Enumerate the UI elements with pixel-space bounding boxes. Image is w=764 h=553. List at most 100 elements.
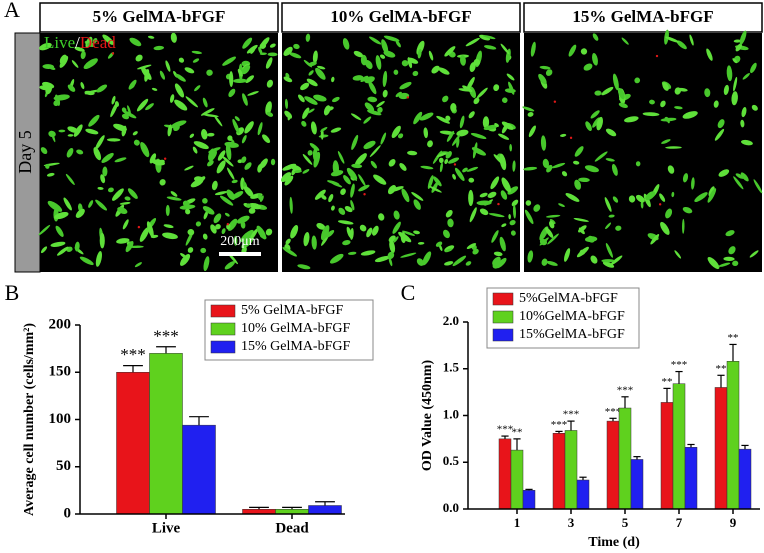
cell — [472, 248, 479, 255]
cell — [725, 230, 735, 237]
cell — [331, 182, 343, 188]
cell — [504, 88, 516, 93]
cell — [224, 261, 235, 270]
cell — [47, 200, 63, 212]
cell — [608, 214, 615, 218]
error-bar — [579, 476, 587, 481]
cell — [149, 153, 157, 164]
cell — [283, 76, 293, 83]
cell — [151, 159, 165, 166]
y-tick-label: 0.5 — [443, 453, 460, 468]
cell — [96, 84, 108, 93]
significance: *** — [551, 419, 568, 431]
dead-cell — [553, 100, 557, 103]
cell — [75, 208, 85, 218]
cell — [305, 33, 311, 42]
cell — [468, 111, 475, 119]
cell — [574, 146, 584, 157]
y-tick-label: 1.5 — [443, 360, 460, 375]
cell — [293, 43, 300, 50]
cell — [178, 57, 185, 63]
cell — [121, 113, 130, 120]
cell — [617, 87, 625, 100]
cell — [483, 124, 498, 131]
cell — [733, 176, 744, 190]
cell — [442, 95, 449, 103]
cell — [151, 87, 158, 91]
dead-cell — [453, 163, 457, 166]
cell — [194, 176, 204, 183]
cell — [141, 66, 152, 80]
cell — [364, 59, 373, 70]
cell — [465, 261, 472, 266]
cell — [714, 128, 725, 141]
cell — [662, 82, 669, 91]
cell — [233, 235, 238, 246]
cell — [444, 46, 456, 57]
cell — [153, 45, 165, 51]
cell — [479, 192, 488, 198]
cell — [400, 252, 417, 258]
cell — [431, 65, 440, 74]
cell — [383, 35, 400, 42]
dead-cell — [406, 96, 410, 99]
cell — [67, 126, 78, 133]
cell — [610, 255, 623, 266]
cell — [99, 232, 105, 249]
cell — [42, 81, 55, 89]
dead-cell — [137, 225, 141, 229]
cell — [173, 124, 180, 132]
cell — [170, 191, 178, 197]
cell — [302, 107, 310, 120]
bar — [308, 505, 342, 515]
significance: ** — [728, 332, 739, 344]
cell — [367, 109, 382, 116]
cell — [523, 166, 538, 171]
cell — [439, 162, 443, 173]
cell — [749, 250, 759, 258]
cell — [382, 89, 388, 98]
cell — [580, 48, 588, 55]
bar — [116, 372, 150, 515]
cell — [511, 199, 519, 207]
cell — [284, 110, 293, 119]
cell — [642, 112, 660, 117]
bar — [672, 383, 686, 510]
bar — [618, 407, 632, 510]
cell — [139, 227, 150, 242]
cell — [560, 133, 567, 137]
error-bar — [513, 438, 521, 451]
cell — [740, 172, 749, 182]
stain-live: Live — [44, 33, 75, 52]
cell — [182, 200, 190, 207]
legend-swatch — [492, 310, 514, 324]
cell — [146, 221, 154, 238]
bar — [714, 387, 728, 510]
cell — [364, 102, 375, 112]
cell — [500, 190, 508, 200]
cell — [231, 191, 244, 200]
cell — [645, 191, 656, 201]
cell — [564, 248, 571, 262]
cell — [438, 67, 450, 75]
scale-bar-label: 200μm — [220, 234, 260, 249]
cell — [303, 231, 310, 247]
y-tick-label: 100 — [49, 411, 72, 427]
cell — [612, 196, 619, 203]
error-bar — [189, 416, 209, 426]
cell — [229, 71, 234, 87]
cell — [422, 251, 432, 266]
cell — [522, 106, 535, 112]
cell — [227, 135, 233, 141]
cell — [501, 97, 508, 104]
cell — [56, 246, 69, 256]
cell — [185, 208, 191, 215]
stain-dead: Dead — [80, 33, 116, 52]
cell — [350, 113, 362, 121]
cell — [509, 220, 516, 226]
x-tick-label: 1 — [514, 515, 521, 530]
significance: *** — [497, 424, 514, 436]
cell — [147, 35, 155, 39]
cell — [367, 96, 378, 103]
y-tick-label: 150 — [49, 364, 72, 380]
